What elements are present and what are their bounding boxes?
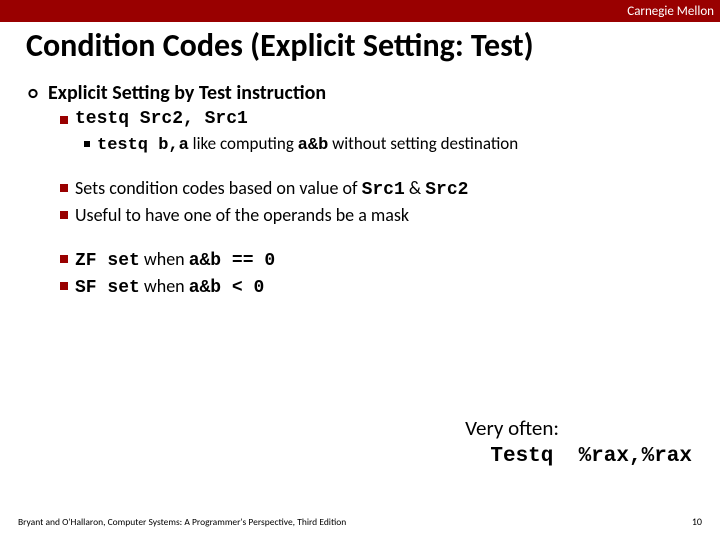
institution-label: Carnegie Mellon	[627, 4, 714, 19]
square-bullet-small-icon	[84, 141, 90, 147]
mask-text: Useful to have one of the operands be a …	[75, 204, 409, 226]
sets-cc-s2: Src2	[425, 180, 468, 200]
sf-expr: a&b < 0	[189, 278, 265, 298]
example-box: Very often: Testq %rax,%rax	[465, 415, 692, 471]
bullet-sets-cc: Sets condition codes based on value of S…	[60, 177, 694, 200]
example-line1: Very often:	[465, 415, 692, 441]
slide-body: ○ Explicit Setting by Test instruction t…	[0, 81, 720, 298]
testq-expr: a&b	[298, 136, 329, 155]
sets-cc-amp: &	[405, 177, 425, 199]
slide: Carnegie Mellon Condition Codes (Explici…	[0, 0, 720, 540]
sf-flag: SF set	[75, 278, 140, 298]
bullet-testq-detail: testq b,a like computing a&b without set…	[84, 133, 694, 155]
bullet-circle-icon: ○	[26, 81, 40, 105]
testq-rest2: without setting destination	[328, 133, 518, 154]
square-bullet-icon	[60, 116, 68, 124]
example-line2: Testq %rax,%rax	[465, 441, 692, 470]
page-number: 10	[692, 515, 702, 528]
testq-rest1: like computing	[189, 133, 298, 154]
sets-cc-s1: Src1	[362, 180, 405, 200]
heading-text: Explicit Setting by Test instruction	[48, 81, 326, 105]
sf-mid: when	[140, 275, 189, 297]
sets-cc-text: Sets condition codes based on value of S…	[75, 177, 468, 200]
zf-expr: a&b == 0	[189, 251, 275, 271]
example-testq: Testq	[465, 445, 578, 468]
testq-cmd: testq Src2, Src1	[75, 109, 248, 129]
slide-title: Condition Codes (Explicit Setting: Test)	[0, 22, 720, 63]
top-bar: Carnegie Mellon	[0, 0, 720, 22]
square-bullet-icon	[60, 255, 68, 263]
sf-text: SF set when a&b < 0	[75, 275, 264, 298]
zf-text: ZF set when a&b == 0	[75, 248, 275, 271]
sets-cc-pre: Sets condition codes based on value of	[75, 177, 362, 199]
example-regs: %rax,%rax	[579, 445, 692, 468]
bullet-mask: Useful to have one of the operands be a …	[60, 204, 694, 226]
zf-mid: when	[140, 248, 189, 270]
zf-flag: ZF set	[75, 251, 140, 271]
bullet-testq: testq Src2, Src1	[60, 109, 694, 129]
bullet-sf: SF set when a&b < 0	[60, 275, 694, 298]
bullet-zf: ZF set when a&b == 0	[60, 248, 694, 271]
square-bullet-icon	[60, 282, 68, 290]
square-bullet-icon	[60, 211, 68, 219]
footer-citation: Bryant and O'Hallaron, Computer Systems:…	[18, 516, 346, 528]
testq-detail-text: testq b,a like computing a&b without set…	[97, 133, 518, 155]
testq-ba: testq b,a	[97, 136, 189, 155]
square-bullet-icon	[60, 184, 68, 192]
heading-row: ○ Explicit Setting by Test instruction	[26, 81, 694, 105]
